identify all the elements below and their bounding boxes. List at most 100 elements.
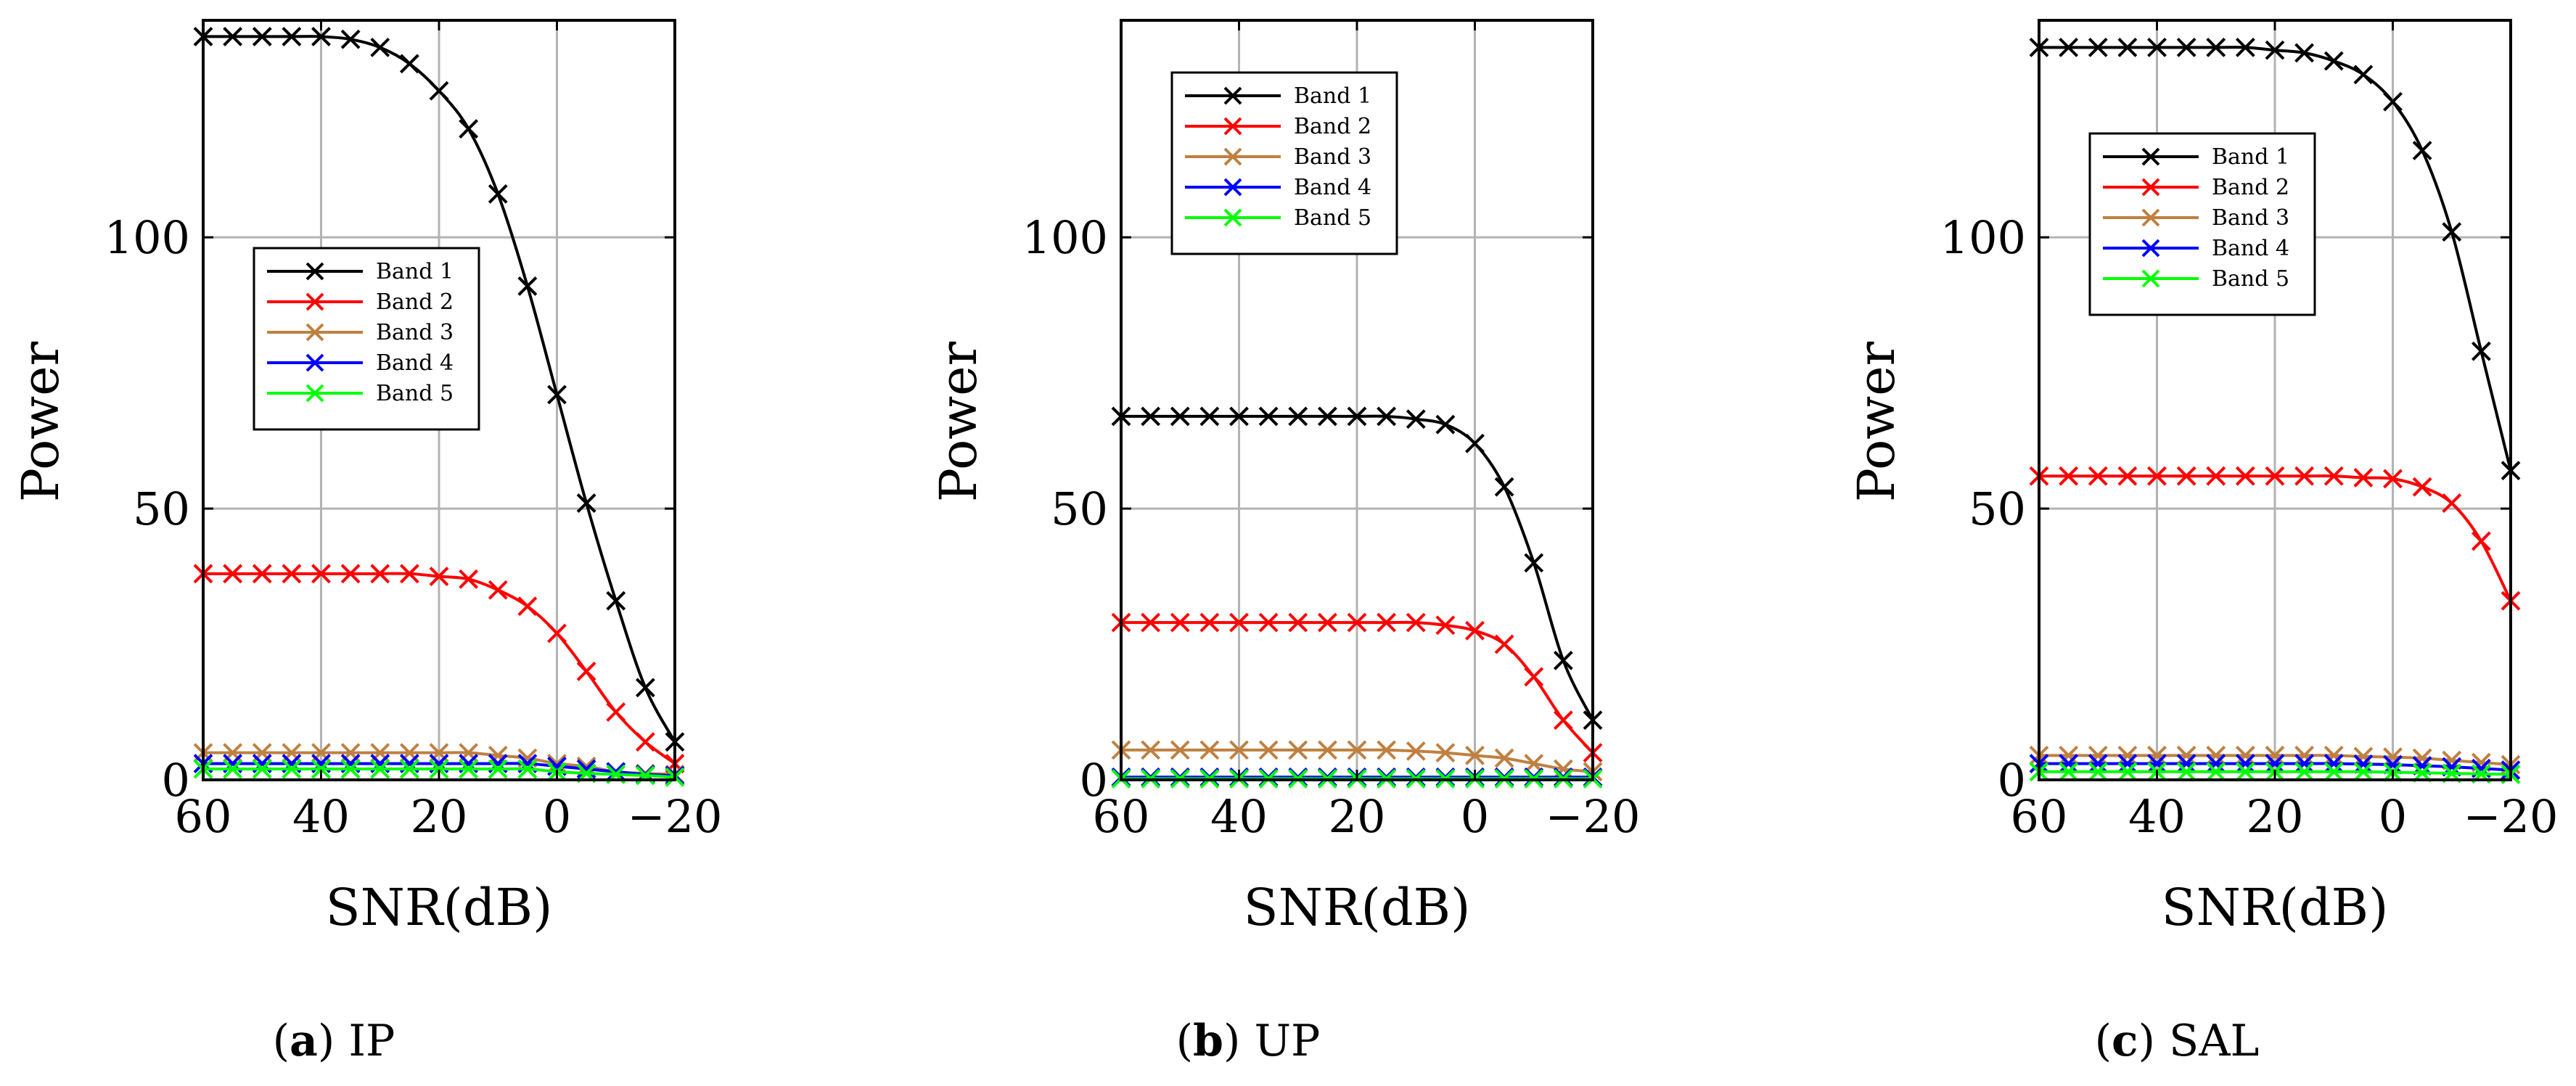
chart-a-series-band5-point-10: [488, 759, 508, 779]
chart-c-series-band5-point-3: [2117, 762, 2138, 782]
chart-c-series-band4-point-9: [2294, 754, 2315, 773]
chart-c-series-band2-point-15: [2471, 531, 2491, 551]
chart-c-legend: Band 1 Band 2 Band 3 Band 4 Band 5: [2088, 132, 2316, 316]
chart-b-legend-marker-band4: [1223, 178, 1242, 197]
chart-b-legend-label-band5: Band 5: [1294, 205, 1371, 231]
chart-a-series-band2-point-4: [311, 564, 331, 584]
chart-c-legend-label-band4: Band 4: [2212, 236, 2289, 261]
chart-b-series-band3-point-7: [1317, 740, 1337, 760]
chart-c-series-band1-point-12: [2383, 91, 2403, 112]
chart-a-ytick-label-1: 50: [133, 482, 190, 535]
chart-c-series-band2-point-4: [2147, 466, 2167, 486]
chart-b-xlabel: SNR(dB): [1244, 878, 1471, 937]
chart-b-series-band3-point-5: [1258, 740, 1279, 760]
chart-a-legend-marker-band5: [305, 384, 324, 403]
chart-a-series-band2-point-8: [429, 567, 449, 586]
chart-b-legend-label-band1: Band 1: [1294, 83, 1371, 109]
chart-a-series-band2-point-5: [340, 564, 361, 584]
chart-a-legend-label-band1: Band 1: [376, 259, 454, 284]
chart-c-legend-label-band5: Band 5: [2212, 266, 2289, 292]
chart-b-series-band1-point-2: [1170, 406, 1190, 427]
caption-b: (b) UP: [1176, 1016, 1321, 1066]
chart-a-series-band1-point-2: [252, 27, 272, 46]
chart-a: 60 40 20 0 −20 0 50 100 SNR(dB) Power Band 1 Band 2…: [11, 19, 722, 937]
chart-b-series-band2-point-8: [1347, 612, 1367, 633]
chart-b-legend: Band 1 Band 2 Band 3 Band 4 Band 5: [1170, 71, 1398, 255]
chart-a-series-band2-point-1: [223, 564, 243, 584]
caption-a-text: IP: [348, 1016, 395, 1066]
chart-c-series-band2-point-3: [2117, 466, 2138, 486]
chart-c-xlabel: SNR(dB): [2162, 878, 2389, 937]
chart-a-series-band5-point-6: [370, 759, 390, 779]
chart-b-legend-label-band3: Band 3: [1294, 144, 1371, 170]
chart-c-series-band4-point-7: [2235, 754, 2255, 773]
chart-c-series-band2-point-12: [2383, 469, 2403, 489]
chart-b-series-band2-point-4: [1229, 612, 1249, 633]
chart-c-legend-label-band1: Band 1: [2212, 144, 2289, 170]
chart-b-series-band2-point-15: [1553, 710, 1573, 731]
caption-c-text: SAL: [2169, 1016, 2260, 1066]
chart-a-series-band2-point-9: [459, 569, 479, 589]
chart-c-series-band1-point-11: [2353, 65, 2374, 85]
chart-c-series-band4-point-4: [2147, 754, 2167, 773]
chart-c-series-band2-point-7: [2235, 466, 2255, 486]
chart-c-series-band3-point-11: [2353, 746, 2374, 767]
chart-b-xtick-label-0: 60: [1093, 790, 1150, 843]
chart-b-series-band3-point-13: [1494, 748, 1514, 768]
chart-c-series-band2-point-8: [2265, 466, 2285, 486]
chart-c-series-band1-point-15: [2471, 341, 2491, 361]
chart-a-series-band4-point-14: [606, 762, 626, 782]
chart-b-series-band2-point-9: [1377, 612, 1397, 633]
chart-b-series-band1-point-3: [1199, 406, 1220, 427]
chart-c-ytick-label-1: 50: [1969, 482, 2026, 535]
chart-a-series-band5-point-1: [223, 759, 243, 779]
chart-c-ytick-label-0: 0: [1998, 754, 2026, 807]
chart-b-series-band1-point-6: [1288, 406, 1308, 427]
chart-b-series-band1-point-11: [1435, 414, 1456, 435]
chart-b-legend-marker-band3: [1223, 147, 1242, 166]
chart-b-series-band1-point-5: [1258, 406, 1279, 427]
chart-c-series-band4-point-2: [2088, 754, 2108, 773]
chart-c-series-band1-point-10: [2323, 51, 2344, 71]
chart-a-series-band2-point-15: [635, 732, 655, 752]
chart-a-legend-label-band4: Band 4: [376, 350, 454, 376]
chart-c-series-band3-point-4: [2147, 745, 2167, 765]
chart-b-xtick-label-3: 0: [1461, 790, 1489, 843]
chart-c-series-band5-point-9: [2294, 762, 2315, 782]
chart-c-xtick-label-2: 20: [2247, 790, 2304, 843]
caption-c: (c) SAL: [2094, 1016, 2260, 1066]
chart-b-series-band3-point-12: [1465, 745, 1485, 765]
chart-b-series-band2-point-2: [1170, 612, 1190, 633]
chart-c-legend-marker-band5: [2141, 269, 2160, 288]
chart-b-series-band2-point-11: [1435, 615, 1456, 635]
chart-c-series-band4-point-1: [2059, 754, 2079, 773]
chart-c-legend-box: [2088, 132, 2316, 316]
chart-b-series-band3-point-4: [1229, 740, 1249, 760]
chart-c-xtick-label-1: 40: [2128, 790, 2186, 843]
chart-a-legend-marker-band2: [305, 292, 324, 311]
chart-c-series-band2-point-13: [2412, 477, 2432, 497]
chart-c-series-band3-point-6: [2206, 745, 2226, 765]
chart-c-legend-marker-band1: [2141, 147, 2160, 166]
chart-c-xtick-label-3: 0: [2379, 790, 2407, 843]
chart-a-ylabel: Power: [11, 341, 70, 502]
chart-a-series-band1-point-7: [399, 54, 419, 74]
chart-b-series-band1-point-13: [1494, 477, 1514, 497]
chart-b-series-band1-point-15: [1553, 651, 1573, 670]
chart-b-legend-marker-band5: [1223, 208, 1242, 227]
chart-c-series-band5-point-10: [2323, 762, 2344, 782]
chart-a-series-band2-point-11: [517, 596, 538, 617]
chart-c-series-band3-point-8: [2265, 745, 2285, 765]
chart-a-legend-label-band2: Band 2: [376, 289, 454, 315]
chart-b-ytick-label-1: 50: [1051, 482, 1108, 535]
chart-b-series-band3-point-9: [1377, 740, 1397, 760]
chart-c-ytick-label-2: 100: [1940, 211, 2026, 264]
chart-c-series-band4-point-8: [2265, 754, 2285, 773]
chart-a-series-band1-point-6: [370, 37, 390, 57]
chart-b-series-band2-point-10: [1406, 612, 1426, 633]
chart-b-xtick-label-2: 20: [1329, 790, 1386, 843]
chart-b-xtick-label-1: 40: [1210, 790, 1268, 843]
chart-b-legend-marker-band2: [1223, 117, 1242, 136]
chart-b-series-band3-point-8: [1347, 740, 1367, 760]
chart-c-series-band4-point-3: [2117, 754, 2138, 773]
